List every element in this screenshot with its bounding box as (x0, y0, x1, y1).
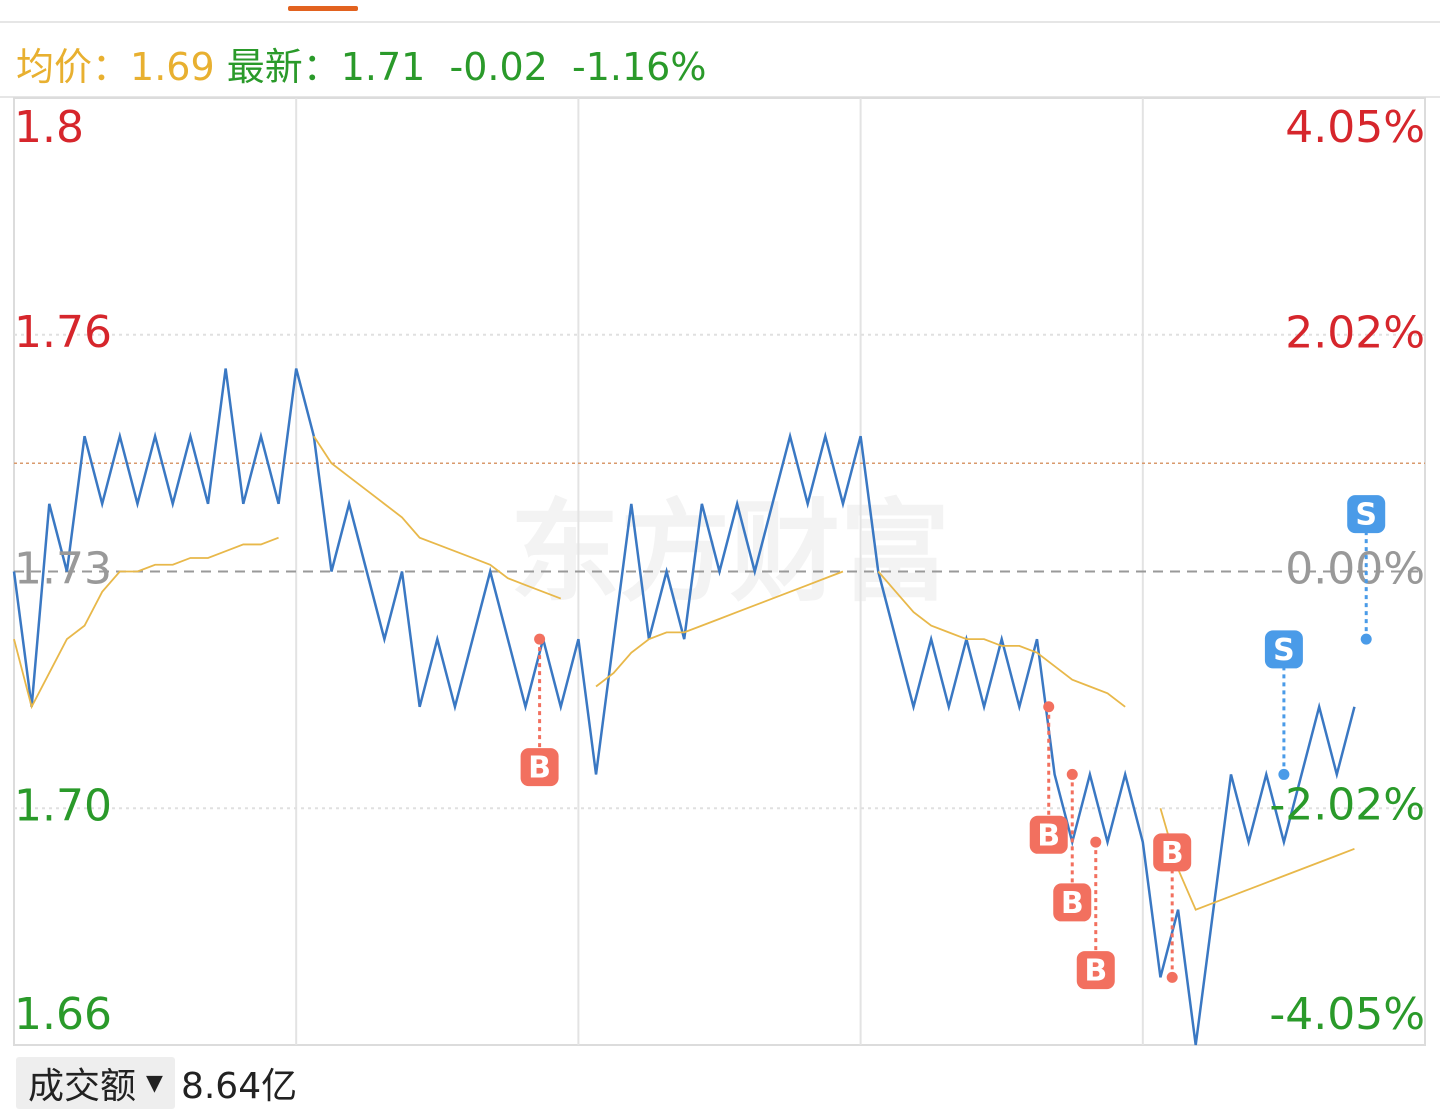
change: -0.02 (449, 45, 548, 89)
trade-point (1166, 971, 1178, 983)
y-tick-label: 1.76 (14, 307, 112, 358)
y2-tick-label: 2.02% (1285, 307, 1425, 358)
trade-badge (1076, 951, 1115, 990)
metric-selector[interactable]: 成交额 ▼ (16, 1057, 175, 1109)
average-line (13, 435, 1355, 911)
trade-label: S (1355, 498, 1377, 533)
trade-label: B (1061, 886, 1084, 921)
y-tick-label: 1.73 (14, 544, 112, 595)
metric-value: 8.64亿 (180, 1066, 298, 1107)
y2-tick-label: -4.05% (1269, 989, 1425, 1040)
trade-point (1090, 836, 1102, 848)
y-tick-label: 1.66 (14, 989, 112, 1040)
footer: 成交额 ▼ 8.64亿 (16, 1057, 297, 1109)
trade-badge (1053, 883, 1092, 922)
trade-label: B (1161, 836, 1184, 871)
trade-point (1066, 768, 1078, 780)
y2-tick-label: 0.00% (1285, 544, 1425, 595)
metric-label: 成交额 (28, 1066, 137, 1107)
trade-badge (1153, 833, 1192, 872)
trade-badge (1029, 815, 1068, 854)
trade-label: B (1037, 818, 1060, 853)
trade-point (1278, 768, 1290, 780)
tab-indicator (288, 6, 358, 11)
trade-badge (520, 748, 559, 787)
trade-label: B (1084, 954, 1107, 989)
trade-point (1043, 701, 1055, 713)
y-tick-label: 1.8 (14, 102, 84, 153)
trade-point (1360, 633, 1372, 645)
trade-point (534, 633, 546, 645)
quote-header: 均价：1.69 最新：1.71 -0.02 -1.16% (16, 36, 706, 91)
latest-price: 1.71 (340, 45, 426, 89)
trade-label: B (528, 751, 551, 786)
avg-price: 1.69 (130, 45, 215, 89)
trade-label: S (1273, 633, 1295, 668)
trade-badge (1264, 630, 1303, 669)
avg-label: 均价： (16, 45, 131, 89)
y2-tick-label: -2.02% (1269, 780, 1425, 831)
change-pct: -1.16% (572, 45, 707, 89)
dropdown-arrow: ▼ (146, 1070, 163, 1096)
price-line (12, 368, 1356, 1046)
y2-tick-label: 4.05% (1285, 102, 1425, 153)
latest-label: 最新： (226, 45, 341, 89)
trade-badge (1347, 495, 1386, 534)
y-tick-label: 1.70 (14, 780, 112, 831)
